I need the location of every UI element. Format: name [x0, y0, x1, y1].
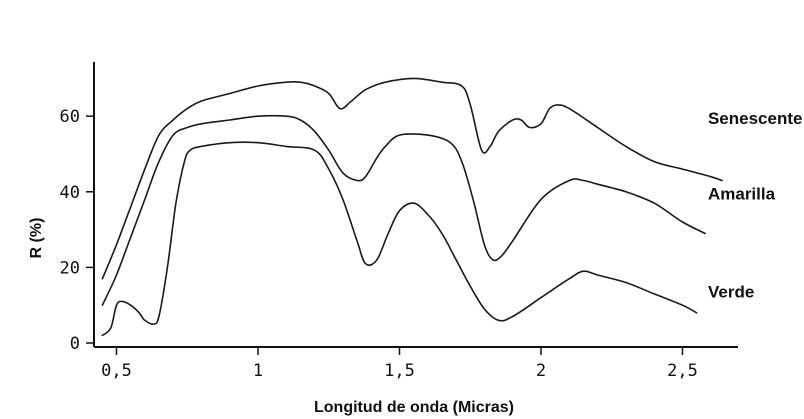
y-tick-label: 0	[70, 334, 80, 354]
series-label-verde: Verde	[708, 283, 754, 302]
y-ticks: 0 20 40 60	[60, 107, 94, 354]
series-label-senescente: Senescente	[708, 109, 803, 128]
series-labels: Senescente Amarilla Verde	[708, 109, 803, 302]
x-axis: 0,5 1 1,5 2 2,5	[94, 346, 738, 381]
x-tick-label: 2,5	[667, 361, 698, 381]
x-tick-label: 1	[253, 361, 263, 381]
series-line-verde	[101, 141, 698, 337]
x-axis-title: Longitud de onda (Micras)	[314, 399, 514, 416]
y-tick-label: 20	[60, 258, 80, 278]
series-group	[101, 77, 723, 337]
x-tick-label: 1,5	[384, 361, 415, 381]
y-tick-label: 60	[60, 107, 80, 127]
y-axis-title: R (%)	[28, 218, 45, 259]
y-tick-label: 40	[60, 183, 80, 203]
x-ticks: 0,5 1 1,5 2 2,5	[101, 347, 698, 381]
x-tick-label: 0,5	[101, 361, 132, 381]
series-line-amarilla	[101, 114, 706, 306]
series-line-senescente	[101, 77, 723, 280]
series-label-amarilla: Amarilla	[708, 184, 776, 203]
y-axis: 0 20 40 60	[60, 62, 95, 354]
x-tick-label: 2	[536, 361, 546, 381]
